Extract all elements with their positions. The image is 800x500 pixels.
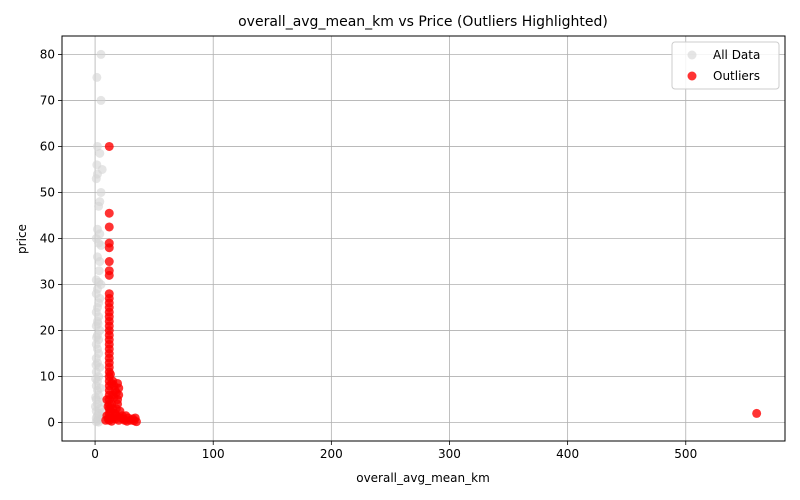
y-tick-label: 80 — [40, 47, 55, 61]
point-all-data — [91, 360, 101, 370]
point-all-data — [95, 148, 105, 158]
point-all-data — [91, 392, 101, 402]
point-outliers — [104, 208, 114, 218]
point-all-data — [96, 240, 106, 250]
point-outliers — [104, 270, 114, 280]
legend-marker-outliers — [687, 71, 697, 81]
point-all-data — [95, 383, 105, 393]
axis-ticks: 0 100 200 300 400 500 0 10 20 30 40 50 60 70 80 — [40, 47, 697, 461]
y-tick-label: 40 — [40, 232, 55, 246]
point-outliers — [113, 395, 123, 405]
legend-label-all-data: All Data — [713, 48, 760, 62]
point-all-data — [96, 49, 106, 59]
x-tick-label: 300 — [438, 447, 461, 461]
chart-title: overall_avg_mean_km vs Price (Outliers H… — [238, 14, 608, 30]
point-outliers — [107, 378, 117, 388]
y-tick-label: 20 — [40, 324, 55, 338]
point-all-data — [92, 141, 102, 151]
grid-lines — [62, 36, 785, 441]
point-all-data — [92, 332, 101, 342]
x-tick-label: 200 — [320, 447, 343, 461]
point-all-data — [91, 174, 101, 184]
y-tick-label: 70 — [40, 93, 55, 107]
point-outliers — [129, 416, 139, 426]
point-outliers — [104, 243, 114, 253]
x-tick-label: 400 — [556, 447, 579, 461]
x-axis-label: overall_avg_mean_km — [356, 471, 490, 485]
legend-marker-all-data — [687, 50, 697, 60]
y-tick-label: 10 — [40, 370, 55, 384]
point-all-data — [90, 401, 100, 411]
point-all-data — [95, 257, 105, 267]
point-all-data — [94, 201, 104, 211]
point-outliers — [104, 257, 114, 267]
y-axis-label: price — [15, 224, 29, 254]
x-tick-label: 0 — [91, 447, 99, 461]
y-tick-label: 50 — [40, 185, 55, 199]
x-tick-label: 100 — [202, 447, 225, 461]
point-all-data — [93, 319, 103, 329]
legend-label-outliers: Outliers — [713, 69, 760, 83]
point-outliers — [110, 385, 120, 395]
point-outliers — [752, 408, 762, 418]
point-all-data — [96, 95, 106, 105]
x-tick-label: 500 — [674, 447, 697, 461]
y-tick-label: 60 — [40, 139, 55, 153]
y-tick-label: 0 — [47, 416, 55, 430]
point-all-data — [92, 72, 102, 82]
legend: All Data Outliers — [671, 41, 780, 90]
point-all-data — [94, 266, 104, 276]
legend-box — [671, 41, 780, 90]
data-points — [90, 49, 762, 427]
point-all-data — [96, 187, 106, 197]
point-all-data — [91, 374, 101, 384]
point-outliers — [105, 369, 115, 379]
point-outliers — [104, 222, 114, 232]
point-outliers — [101, 415, 111, 425]
y-tick-label: 30 — [40, 278, 55, 292]
point-outliers — [104, 141, 114, 151]
